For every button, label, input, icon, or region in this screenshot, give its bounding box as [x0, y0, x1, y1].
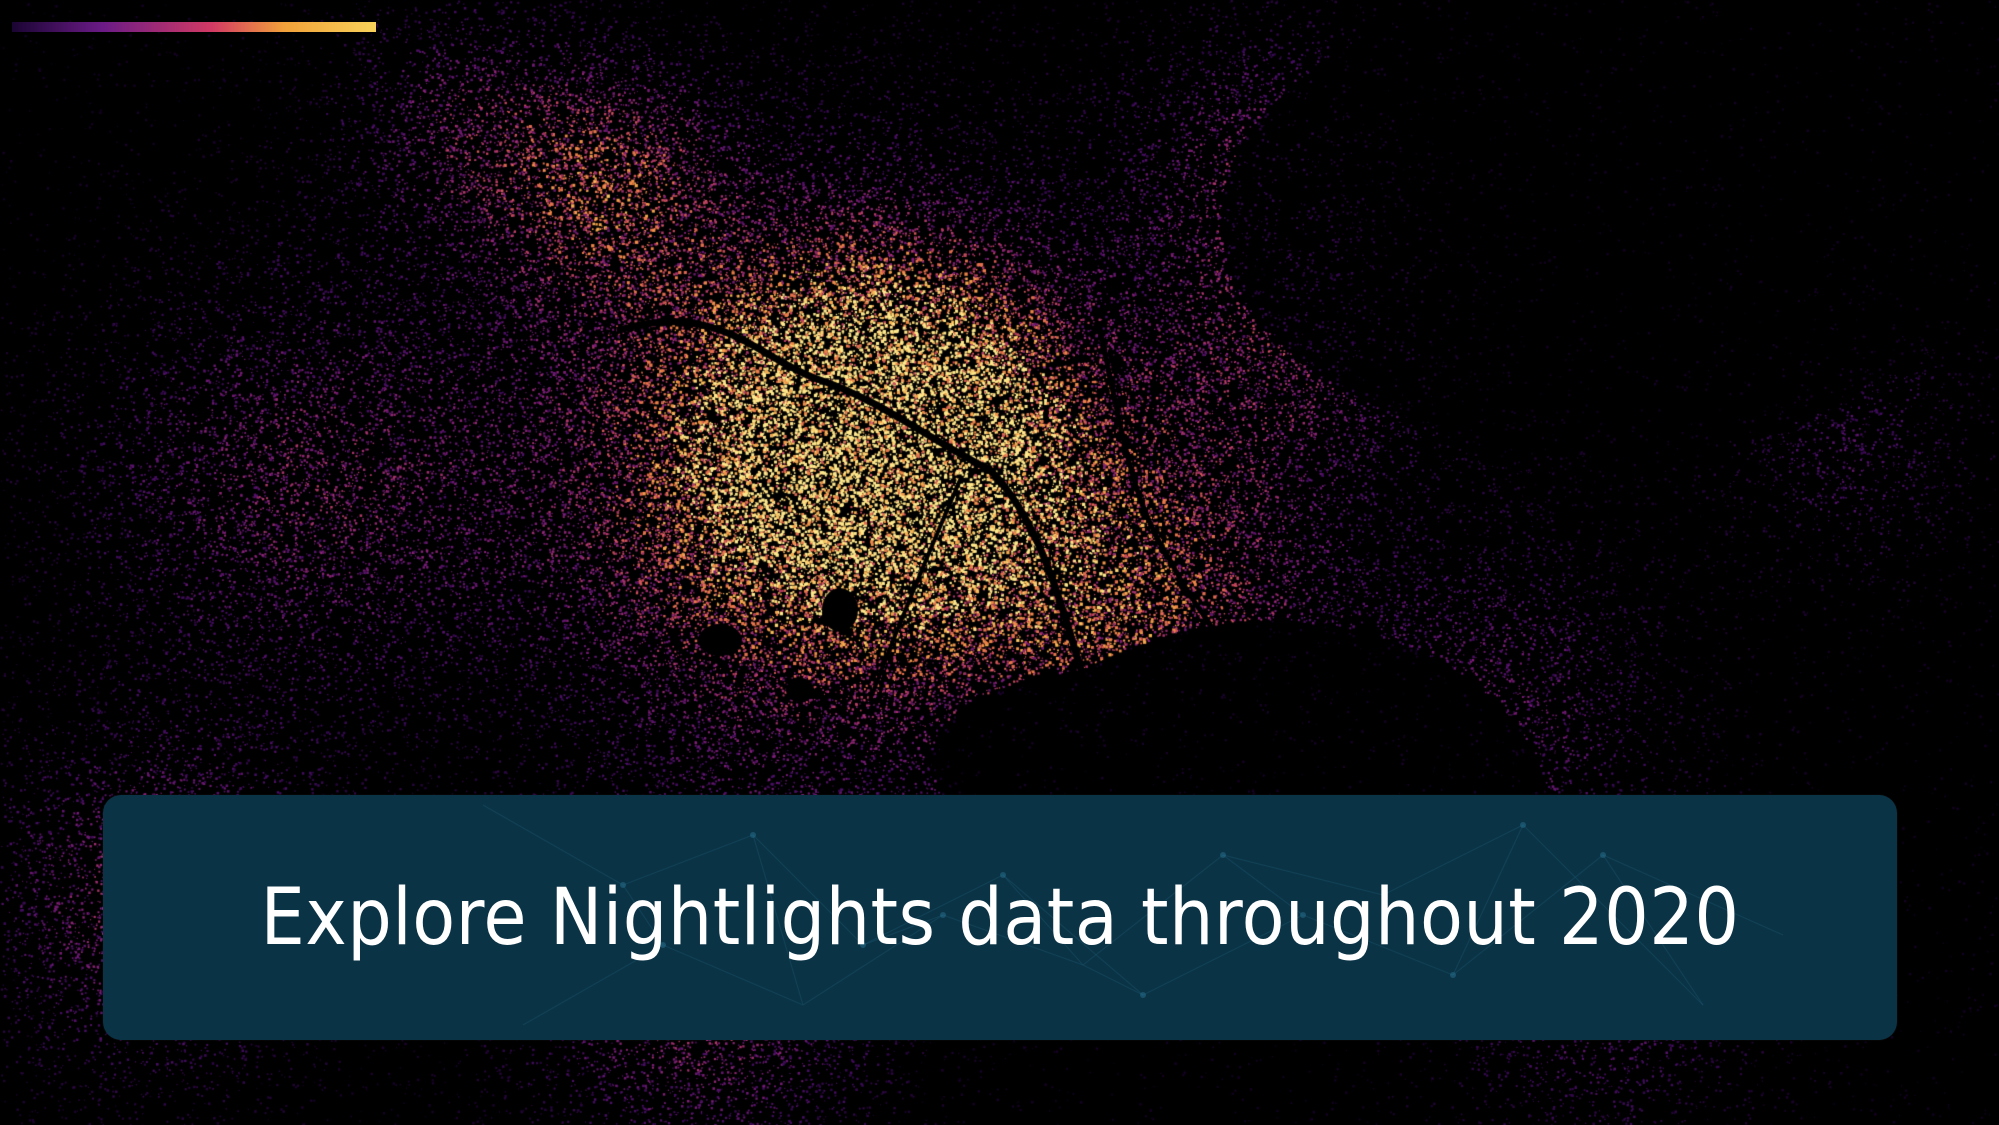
banner-network-background — [103, 795, 1897, 1040]
banner-title: Explore Nightlights data throughout 2020 — [260, 872, 1740, 963]
colorscale-accent-bar — [12, 22, 376, 32]
title-banner: Explore Nightlights data throughout 2020 — [103, 795, 1897, 1040]
